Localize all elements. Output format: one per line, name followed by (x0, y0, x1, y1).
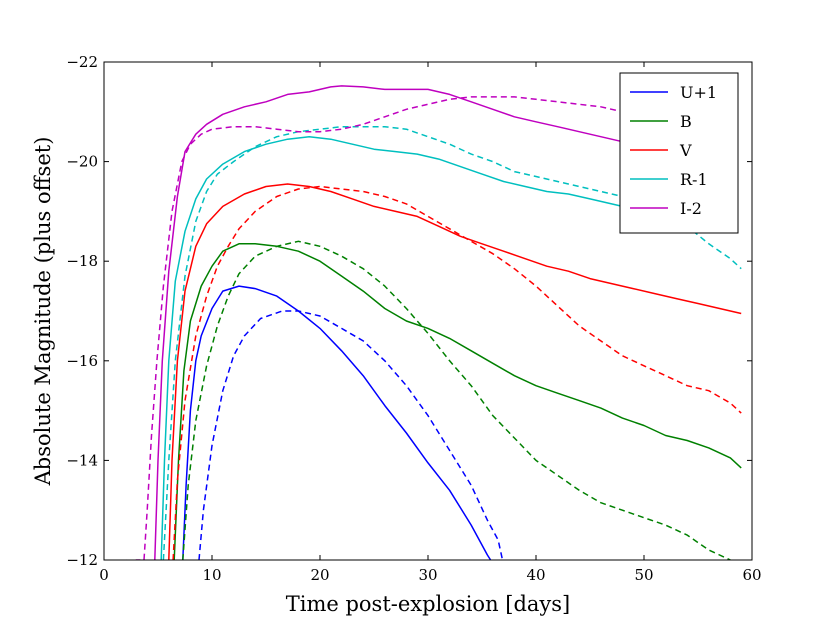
series-line-4 (182, 240, 731, 560)
x-tick-label: 20 (310, 566, 329, 584)
legend: U+1 BV R-1 I-2 (619, 72, 739, 234)
legend-items: U+1 BV R-1 I-2 (630, 83, 717, 218)
x-tick-label: 60 (742, 566, 761, 584)
series-line-7 (160, 135, 677, 560)
x-tick-label: 0 (99, 566, 109, 584)
legend-label: R-1 (680, 170, 708, 189)
y-tick-label: −12 (66, 551, 98, 569)
legend-box (619, 72, 739, 234)
x-tick-label: 10 (202, 566, 221, 584)
y-tick-label: −20 (66, 153, 98, 171)
tick-layer: 0 10 20 30 40 50 60 −12 −14 −16 −18 −20 −22 (66, 53, 761, 584)
y-tick-label: −18 (66, 252, 98, 270)
legend-label: V (679, 141, 692, 160)
legend-label: I-2 (680, 199, 702, 218)
x-axis-label: Time post-explosion [days] (286, 592, 571, 616)
x-tick-label: 40 (526, 566, 545, 584)
series-line-10 (125, 96, 623, 560)
y-tick-label: −16 (66, 352, 98, 370)
series-line-8 (162, 125, 742, 560)
y-axis-label: Absolute Magnitude (plus offset) (31, 137, 55, 487)
legend-label: U+1 (680, 83, 717, 102)
x-tick-label: 50 (634, 566, 653, 584)
series-line-1 (182, 285, 492, 560)
series-layer (125, 85, 742, 560)
x-tick-label: 30 (418, 566, 437, 584)
series-line-6 (172, 185, 742, 560)
y-tick-label: −14 (66, 451, 98, 469)
series-line-5 (168, 183, 742, 560)
series-line-2 (198, 310, 504, 560)
series-line-3 (173, 243, 742, 560)
legend-label: B (680, 112, 692, 131)
y-tick-label: −22 (66, 53, 98, 71)
